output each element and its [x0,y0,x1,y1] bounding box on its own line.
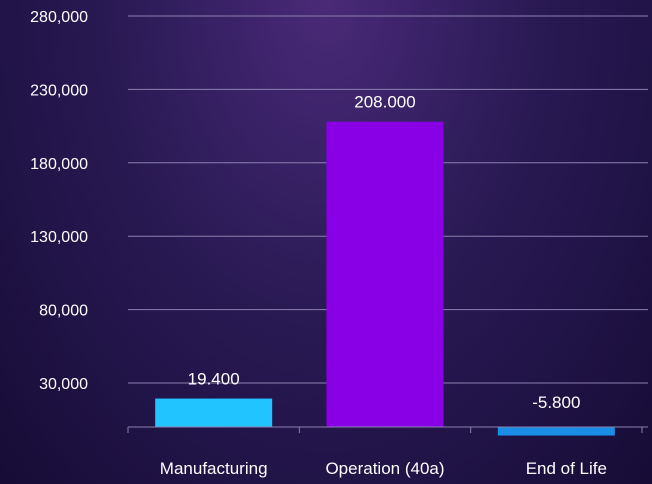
bar [497,427,615,436]
bars [155,121,615,436]
bar [326,121,444,428]
y-tick-label: 30,000 [39,376,88,393]
category-label: Operation (40a) [325,459,444,478]
y-tick-label: 80,000 [39,303,88,320]
data-labels: 19.400 208.000 -5.800 [188,93,581,412]
y-tick-label: 230,000 [30,82,88,99]
category-label: End of Life [526,459,607,478]
data-label: 208.000 [354,93,415,112]
y-tick-label: 180,000 [30,156,88,173]
category-label: Manufacturing [160,459,268,478]
y-tick-label: 130,000 [30,229,88,246]
y-axis-tick-labels: 30,000 80,000 130,000 180,000 230,000 280,000 [30,9,88,393]
data-label: 19.400 [188,370,240,389]
x-axis [127,426,648,434]
data-label: -5.800 [532,393,580,412]
category-labels: Manufacturing Operation (40a) End of Life [160,459,607,478]
y-tick-label: 280,000 [30,9,88,26]
bar [155,398,273,428]
